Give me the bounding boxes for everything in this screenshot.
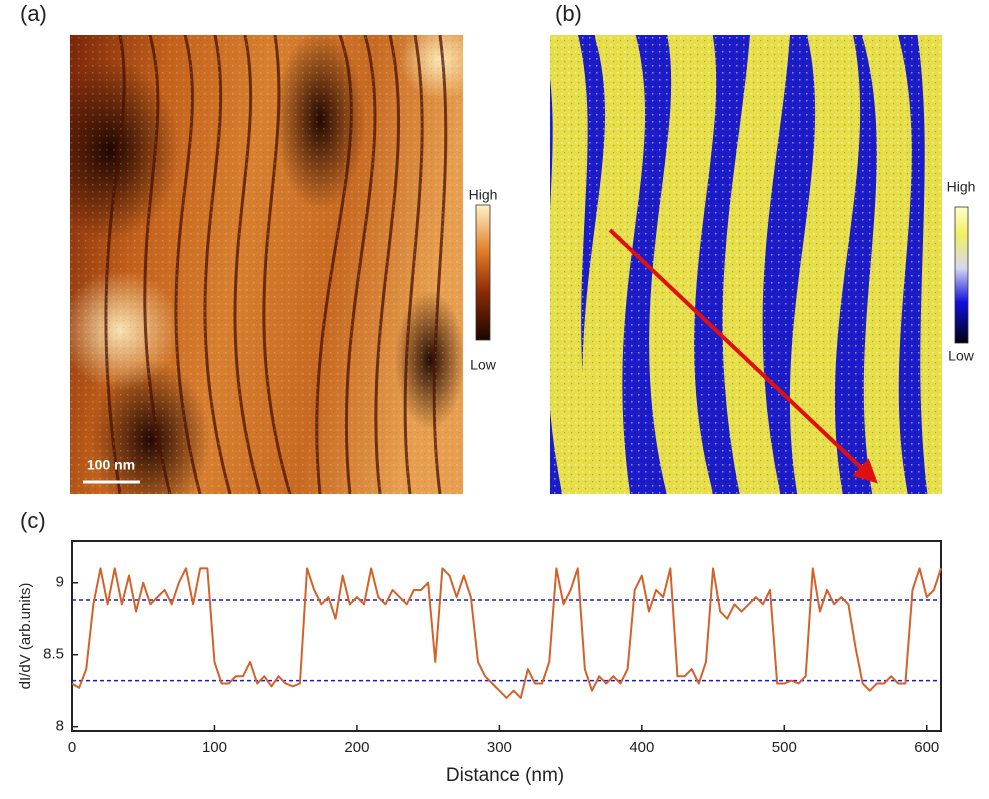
x-tick-label: 400 bbox=[629, 739, 654, 756]
conductance-map bbox=[550, 35, 942, 494]
colorbar-high: High bbox=[469, 187, 498, 203]
panel-label: (a) bbox=[20, 1, 47, 26]
colorbar-low: Low bbox=[470, 357, 497, 373]
x-tick-label: 300 bbox=[487, 739, 512, 756]
x-tick-label: 500 bbox=[772, 739, 797, 756]
colorbar-high: High bbox=[947, 179, 976, 195]
scale-bar-label: 100 nm bbox=[87, 457, 135, 473]
colorbar-low: Low bbox=[948, 348, 975, 364]
y-axis-title: dI/dV (arb.units) bbox=[17, 583, 34, 690]
y-tick-label: 9 bbox=[56, 574, 64, 591]
x-tick-label: 0 bbox=[68, 739, 76, 756]
colorbar bbox=[954, 206, 969, 344]
plot-frame bbox=[71, 540, 942, 732]
data-line bbox=[71, 567, 942, 699]
x-axis-title: Distance (nm) bbox=[446, 765, 564, 786]
topography-image bbox=[70, 35, 463, 494]
y-tick-label: 8.5 bbox=[43, 646, 64, 663]
y-tick-label: 8 bbox=[56, 718, 64, 735]
x-tick-label: 600 bbox=[914, 739, 939, 756]
panel-label: (b) bbox=[555, 1, 582, 26]
panel-label: (c) bbox=[20, 508, 46, 533]
x-tick-label: 100 bbox=[202, 739, 227, 756]
x-tick-label: 200 bbox=[344, 739, 369, 756]
colorbar bbox=[475, 204, 491, 341]
